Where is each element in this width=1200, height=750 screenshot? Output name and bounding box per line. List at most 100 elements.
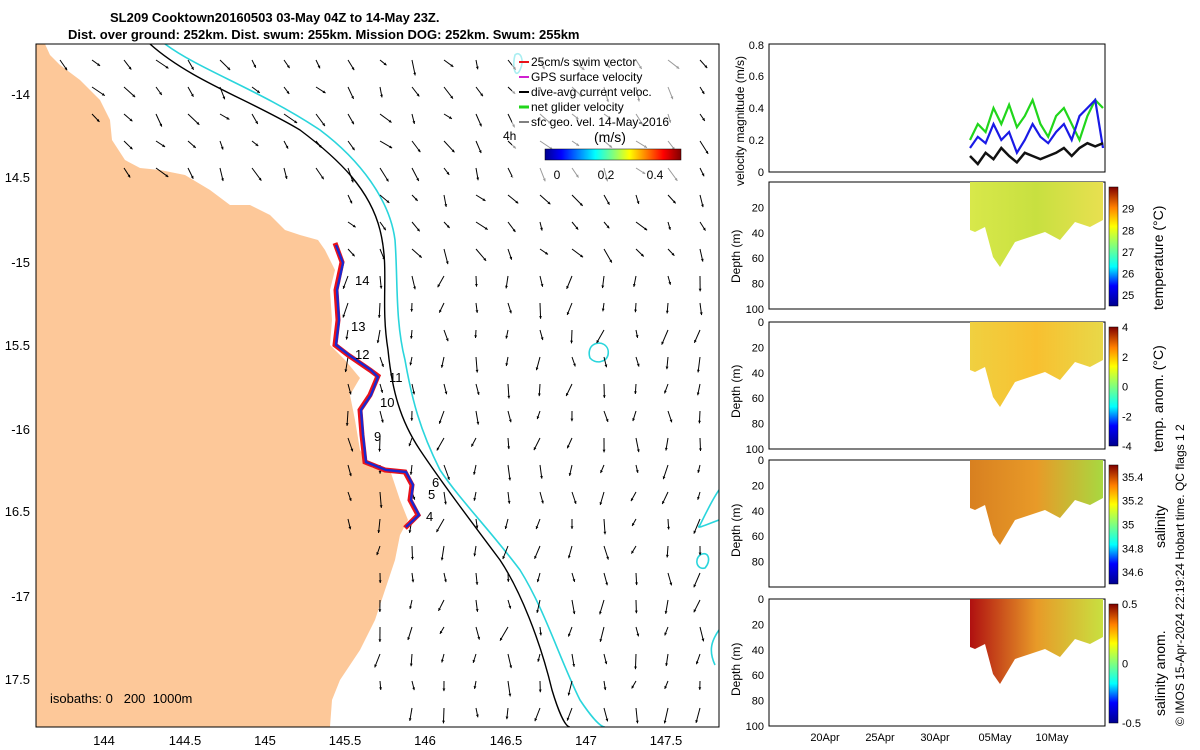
velocity-vector-head (258, 177, 262, 181)
depth-tick: 80 (752, 279, 764, 291)
velocity-vector (693, 518, 701, 534)
velocity-vector-head (540, 475, 543, 479)
day-label: 11 (389, 370, 403, 385)
velocity-vector-head (604, 661, 608, 665)
velocity-vector-head (378, 609, 382, 613)
velocity-vector-head (671, 252, 675, 256)
velocity-vector-head (380, 389, 384, 393)
velocity-vector-head (515, 200, 519, 204)
velocity-vector-head (345, 423, 349, 426)
velocity-vector-head (352, 224, 356, 228)
depth-tick: 0 (758, 594, 764, 606)
colorbar-tick: 34.8 (1122, 543, 1143, 555)
velocity-vector-head (540, 337, 544, 341)
velocity-vector-head (475, 714, 479, 718)
velocity-vector-head (344, 369, 348, 373)
colorbar-tick: 2 (1122, 352, 1128, 364)
lon-tick: 144.5 (169, 733, 202, 748)
velocity-vector-head (509, 310, 512, 314)
colorbar-tick: -4 (1122, 441, 1132, 453)
lat-tick: -15 (11, 255, 30, 270)
velocity-vector-head (698, 687, 702, 690)
velocity-vector-head (636, 363, 640, 367)
velocity-vector-head (413, 286, 416, 290)
velocity-series-line (969, 97, 1104, 143)
velocity-vector-head (414, 197, 418, 201)
velocity-vector-head (664, 390, 667, 394)
velocity-vector-head (702, 227, 706, 231)
velocity-vector-head (476, 177, 480, 181)
temp-ylabel: Depth (m) (729, 229, 743, 283)
velocity-vector-head (64, 67, 68, 71)
velocity-vector-head (601, 285, 605, 289)
day-label: 9 (374, 429, 381, 444)
velocity-vector-head (599, 502, 603, 505)
velocity-vector-head (701, 638, 705, 642)
colorbar-tick: 0.2 (598, 168, 615, 182)
heatmap-data (970, 599, 1103, 684)
velocity-vector-head (162, 144, 166, 147)
velocity-vector-head (473, 686, 477, 689)
velocity-vector-head (603, 531, 607, 535)
lat-tick: 16.5 (5, 504, 30, 519)
velocity-vector (661, 329, 669, 345)
depth-tick: 40 (752, 368, 764, 380)
surface-velocity-vectors (59, 59, 709, 724)
velocity-vector-head (407, 637, 411, 641)
day-label: 14 (355, 273, 369, 288)
velocity-vector-head (634, 309, 637, 313)
lon-tick: 145.5 (329, 733, 362, 748)
colorbar-tick: 35.2 (1122, 496, 1143, 508)
depth-tick: 0 (758, 317, 764, 329)
sanom-cbar-label: salinity anom. (1152, 630, 1168, 716)
lon-tick: 145 (254, 733, 276, 748)
heatmap-colorbar (1108, 186, 1119, 307)
velocity-vector-head (509, 256, 513, 260)
velocity-series-line (969, 97, 1105, 156)
plot-title-line1: SL209 Cooktown20160503 03-May 04Z to 14-… (110, 10, 440, 25)
velocity-vector-head (374, 664, 377, 668)
velocity-vector-head (294, 120, 298, 124)
glider-track-blue (334, 244, 421, 528)
velocity-vector-head (505, 363, 509, 366)
velocity-vector-head (285, 145, 289, 149)
date-tick: 10May (1035, 732, 1069, 744)
velocity-vector-head (416, 228, 420, 232)
velocity-vector-head (408, 718, 412, 721)
day-label: 12 (355, 347, 369, 362)
velocity-vector-head (668, 281, 672, 285)
velocity-vector-head (97, 63, 101, 66)
date-tick: 25Apr (865, 732, 895, 744)
velocity-vector-head (508, 605, 512, 609)
velocity-vector-head (227, 67, 231, 70)
colorbar-tick: 0 (1122, 659, 1128, 671)
velocity-vector-head (342, 285, 346, 289)
velocity-vector-head (701, 173, 705, 177)
velocity-vector-head (441, 659, 444, 663)
velocity-vector-head (566, 285, 569, 289)
velocity-vector-head (669, 582, 673, 586)
lon-tick: 146.5 (490, 733, 523, 748)
depth-tick: 40 (752, 506, 764, 518)
depth-tick: 0 (758, 455, 764, 467)
velocity-vector-head (661, 341, 665, 345)
velocity-vector-head (379, 285, 383, 289)
tanom-ylabel: Depth (m) (729, 364, 743, 418)
velocity-vector-head (445, 261, 449, 265)
velocity-vector-head (255, 120, 258, 124)
velocity-vector-head (568, 473, 572, 476)
velocity-vector-head (662, 501, 665, 505)
date-tick: 30Apr (920, 732, 950, 744)
colorbar-tick: -2 (1122, 411, 1132, 423)
velocity-vector-head (444, 579, 447, 583)
velocity-vector-head (634, 610, 638, 614)
velocity-vector-head (473, 553, 477, 557)
lat-tick: -14 (11, 87, 30, 102)
velocity-vector-head (417, 149, 421, 153)
velocity-vector-head (473, 471, 476, 475)
depth-tick: 100 (746, 444, 764, 456)
velocity-vector-head (129, 146, 133, 150)
velocity-vector-head (600, 470, 603, 474)
velocity-vector-head (538, 689, 542, 693)
